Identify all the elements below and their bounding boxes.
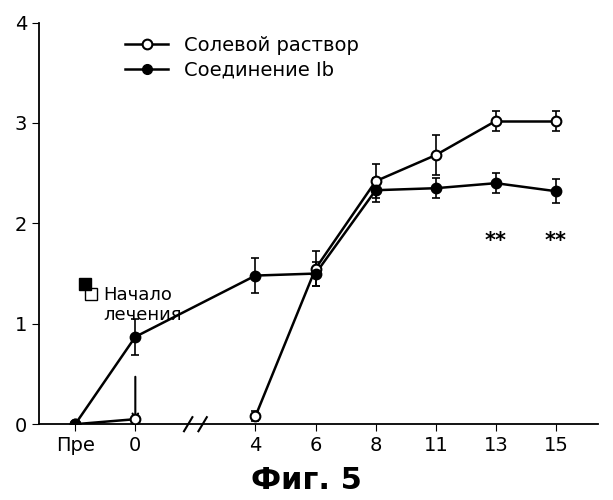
Text: Начало
лечения: Начало лечения <box>104 286 182 325</box>
Legend: Солевой раствор, Соединение Ib: Солевой раствор, Соединение Ib <box>121 32 362 84</box>
Text: Фиг. 5: Фиг. 5 <box>251 466 362 495</box>
Text: **: ** <box>545 232 567 252</box>
Text: **: ** <box>485 232 507 252</box>
